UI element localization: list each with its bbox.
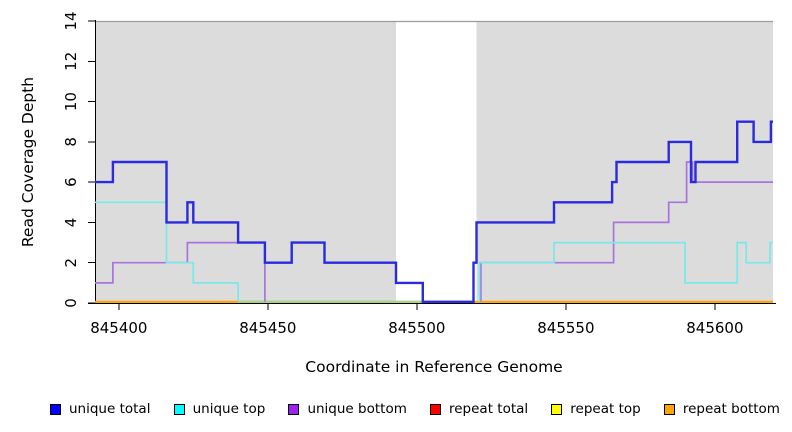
legend-swatch-unique-bottom [288,403,300,415]
plot-background-layer [95,20,773,304]
y-tick-label: 0 [62,298,80,308]
y-tick-label: 4 [62,218,80,228]
x-tick-label: 845450 [239,319,296,337]
coverage-chart: 845400 845450 845500 845550 845600 0 2 4 6 8 10 12 1… [19,11,776,376]
legend-swatch-repeat-total [429,403,441,415]
axes-layer: 845400 845450 845500 845550 845600 0 2 4 6 8 10 12 1… [62,11,776,337]
legend-label-unique-bottom: unique bottom [307,401,407,417]
legend-label-repeat-total: repeat total [448,401,529,417]
legend-label-repeat-bottom: repeat bottom [682,401,780,417]
legend-item-repeat-bottom: repeat bottom [663,401,780,417]
x-axis-title: Coordinate in Reference Genome [305,358,562,376]
y-tick-label: 8 [62,137,80,147]
x-tick-label: 845600 [686,319,743,337]
chart-legend: unique total unique top unique bottom repea… [50,399,780,419]
series-line-unique-total [95,120,773,303]
y-tick-label: 14 [62,11,80,30]
legend-swatch-repeat-top [551,403,563,415]
series-layer [95,120,773,303]
y-tick-label: 12 [62,52,80,71]
legend-item-repeat-total: repeat total [429,401,529,417]
legend-item-repeat-top: repeat top [551,401,641,417]
y-tick-label: 6 [62,177,80,187]
legend-label-repeat-top: repeat top [570,401,641,417]
legend-item-unique-top: unique top [173,401,266,417]
legend-item-unique-total: unique total [50,401,150,417]
legend-label-unique-top: unique top [192,401,266,417]
x-tick-label: 845400 [90,319,147,337]
legend-swatch-unique-total [50,403,61,415]
legend-item-unique-bottom: unique bottom [288,401,407,417]
legend-swatch-unique-top [173,403,185,415]
legend-label-unique-total: unique total [69,401,151,417]
x-tick-label: 845500 [388,319,445,337]
y-tick-label: 2 [62,258,80,268]
y-axis-title: Read Coverage Depth [19,77,37,247]
legend-swatch-repeat-bottom [663,403,675,415]
y-tick-label: 10 [62,92,80,111]
x-tick-label: 845550 [537,319,594,337]
